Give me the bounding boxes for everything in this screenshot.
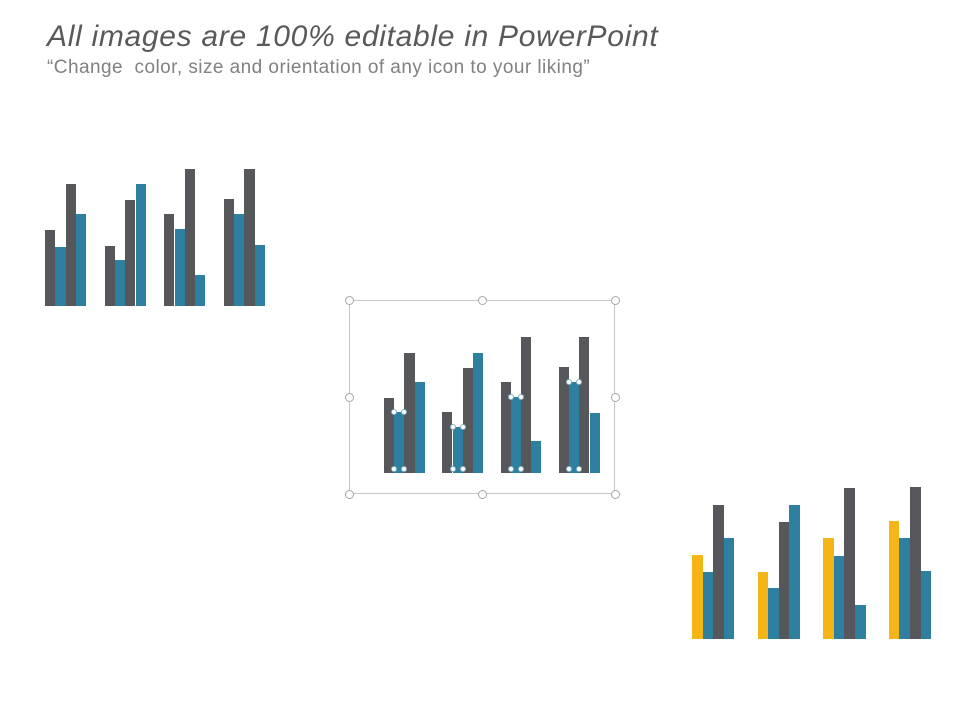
selection-handle-bottom-right[interactable] xyxy=(610,489,620,499)
selection-handle-top-center[interactable] xyxy=(477,295,487,305)
bar-center-selected-group3-series1[interactable] xyxy=(500,382,511,473)
bar-top-left-group2-series4[interactable] xyxy=(135,184,146,306)
bar-center-selected-group2-series3[interactable] xyxy=(462,368,473,473)
bar-bottom-right-group1-series2[interactable] xyxy=(702,572,714,639)
selection-handle-bottom-left[interactable] xyxy=(344,489,354,499)
bar-center-selected-group1-series3[interactable] xyxy=(404,353,415,473)
slide-title: All images are 100% editable in PowerPoi… xyxy=(47,20,659,53)
selection-handle-middle-left[interactable] xyxy=(344,392,354,402)
bar-top-left-group1-series1[interactable] xyxy=(45,230,56,306)
bar-top-left-group1-series4[interactable] xyxy=(75,214,87,306)
datapoint-handle[interactable] xyxy=(459,466,466,472)
datapoint-handle[interactable] xyxy=(391,466,398,472)
bar-bottom-right-group3-series3[interactable] xyxy=(844,488,855,639)
bar-top-left-group2-series3[interactable] xyxy=(125,200,136,306)
datapoint-handle[interactable] xyxy=(566,379,573,385)
bar-center-selected-group1-series4[interactable] xyxy=(414,382,425,473)
bar-bottom-right-group4-series3[interactable] xyxy=(910,487,921,639)
bar-bottom-right-group2-series2[interactable] xyxy=(768,588,779,639)
bar-center-selected-group2-series4[interactable] xyxy=(472,353,484,473)
bar-bottom-right-group2-series1[interactable] xyxy=(757,572,769,639)
bar-top-left-group4-series2[interactable] xyxy=(234,214,245,306)
bar-bottom-right-group1-series3[interactable] xyxy=(713,505,724,639)
selection-handle-bottom-center[interactable] xyxy=(477,489,487,499)
bar-center-selected-group4-series2[interactable] xyxy=(569,382,580,473)
bar-top-left-group3-series2[interactable] xyxy=(174,229,185,306)
bar-top-left-group3-series4[interactable] xyxy=(195,275,206,306)
datapoint-handle[interactable] xyxy=(507,466,514,472)
bar-bottom-right-group2-series4[interactable] xyxy=(789,505,800,639)
bar-center-selected-group4-series4[interactable] xyxy=(589,413,600,473)
bar-bottom-right-group4-series1[interactable] xyxy=(888,521,900,639)
bar-center-selected-group2-series2[interactable] xyxy=(452,427,463,473)
slide-subtitle: “Change color, size and orientation of a… xyxy=(47,57,591,78)
bar-bottom-right-group4-series2[interactable] xyxy=(899,538,910,639)
bar-bottom-right-group3-series2[interactable] xyxy=(833,556,845,639)
bar-top-left-group3-series3[interactable] xyxy=(184,169,196,306)
bar-chart-icon-top-left[interactable] xyxy=(45,169,265,306)
datapoint-handle[interactable] xyxy=(401,466,408,472)
bar-center-selected-group4-series1[interactable] xyxy=(558,367,570,473)
bar-bottom-right-group2-series3[interactable] xyxy=(778,522,790,639)
bar-top-left-group3-series1[interactable] xyxy=(164,214,175,306)
bar-top-left-group4-series3[interactable] xyxy=(244,169,255,306)
bar-top-left-group1-series3[interactable] xyxy=(65,184,76,306)
bar-top-left-group2-series2[interactable] xyxy=(114,260,126,306)
bar-bottom-right-group4-series4[interactable] xyxy=(920,571,932,639)
bar-center-selected-group4-series3[interactable] xyxy=(579,337,590,473)
datapoint-handle[interactable] xyxy=(449,466,456,472)
datapoint-handle[interactable] xyxy=(391,409,398,415)
bar-bottom-right-group3-series4[interactable] xyxy=(855,605,866,639)
bar-top-left-group4-series1[interactable] xyxy=(223,199,235,306)
bar-chart-icon-center-selected[interactable] xyxy=(384,337,600,473)
bar-bottom-right-group3-series1[interactable] xyxy=(823,538,834,639)
bar-top-left-group1-series2[interactable] xyxy=(55,247,66,306)
bar-chart-icon-bottom-right[interactable] xyxy=(692,487,932,639)
datapoint-handle[interactable] xyxy=(401,409,408,415)
bar-bottom-right-group1-series4[interactable] xyxy=(723,538,735,639)
datapoint-handle[interactable] xyxy=(576,379,583,385)
bar-top-left-group4-series4[interactable] xyxy=(254,245,265,306)
bar-center-selected-group3-series4[interactable] xyxy=(531,441,542,473)
bar-center-selected-group1-series1[interactable] xyxy=(384,398,395,473)
selection-handle-top-left[interactable] xyxy=(344,295,354,305)
selection-bounding-box[interactable] xyxy=(349,300,615,494)
bar-center-selected-group3-series3[interactable] xyxy=(521,337,532,473)
datapoint-handle[interactable] xyxy=(459,424,466,430)
bar-center-selected-group3-series2[interactable] xyxy=(510,397,521,473)
bar-bottom-right-group1-series1[interactable] xyxy=(692,555,703,639)
bar-top-left-group2-series1[interactable] xyxy=(104,246,115,306)
bar-center-selected-group1-series2[interactable] xyxy=(394,412,405,473)
datapoint-handle[interactable] xyxy=(449,424,456,430)
datapoint-handle[interactable] xyxy=(576,466,583,472)
datapoint-handle[interactable] xyxy=(507,394,514,400)
selection-handle-top-right[interactable] xyxy=(610,295,620,305)
bar-center-selected-group2-series1[interactable] xyxy=(442,412,453,473)
datapoint-handle[interactable] xyxy=(518,394,524,400)
datapoint-handle[interactable] xyxy=(566,466,573,472)
selection-handle-middle-right[interactable] xyxy=(610,392,620,402)
datapoint-handle[interactable] xyxy=(518,466,524,472)
